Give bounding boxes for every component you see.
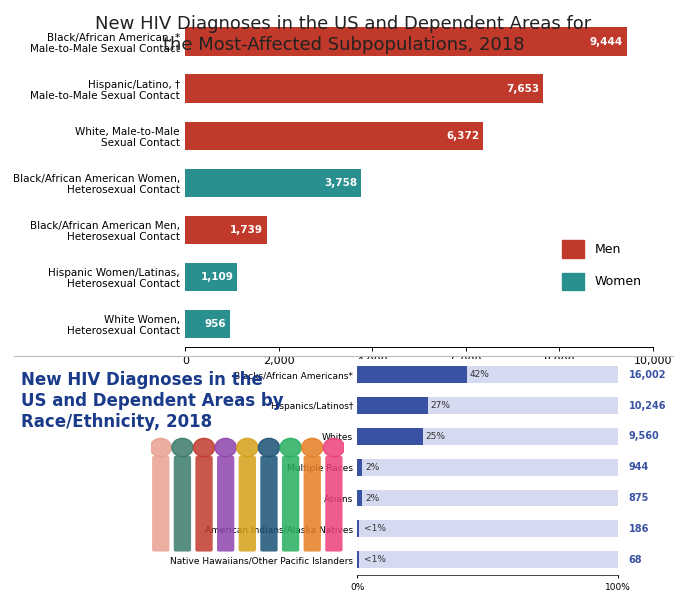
- Text: 2%: 2%: [365, 462, 380, 472]
- Text: 186: 186: [629, 524, 649, 534]
- Circle shape: [150, 438, 171, 457]
- Text: 9,560: 9,560: [629, 431, 660, 441]
- Bar: [357, 551, 359, 568]
- Bar: [185, 28, 627, 56]
- Text: New HIV Diagnoses in the US and Dependent Areas for
the Most-Affected Subpopulat: New HIV Diagnoses in the US and Dependen…: [95, 15, 592, 54]
- Text: 1,739: 1,739: [230, 225, 263, 235]
- FancyBboxPatch shape: [195, 456, 213, 552]
- Bar: [185, 310, 230, 338]
- Circle shape: [172, 438, 193, 457]
- Circle shape: [237, 438, 258, 457]
- Bar: [357, 428, 423, 445]
- Text: 875: 875: [629, 493, 649, 503]
- Text: 2%: 2%: [365, 494, 380, 503]
- Text: 42%: 42%: [470, 370, 490, 379]
- Text: 68: 68: [629, 555, 642, 565]
- Bar: [185, 216, 267, 244]
- FancyBboxPatch shape: [260, 456, 278, 552]
- Bar: [357, 459, 363, 476]
- Bar: [357, 551, 618, 568]
- Bar: [357, 489, 618, 507]
- Bar: [357, 397, 428, 414]
- Bar: [185, 263, 237, 291]
- Text: 27%: 27%: [431, 401, 451, 410]
- Bar: [357, 521, 618, 537]
- FancyBboxPatch shape: [217, 456, 234, 552]
- Text: 3,758: 3,758: [324, 178, 357, 187]
- FancyBboxPatch shape: [152, 456, 170, 552]
- FancyBboxPatch shape: [282, 456, 300, 552]
- Circle shape: [258, 438, 280, 457]
- Text: 9,444: 9,444: [589, 37, 623, 47]
- Text: 6,372: 6,372: [447, 131, 480, 141]
- FancyBboxPatch shape: [174, 456, 191, 552]
- Bar: [185, 74, 543, 102]
- Text: 956: 956: [205, 319, 227, 329]
- Text: 7,653: 7,653: [506, 84, 539, 93]
- Legend: Men, Women: Men, Women: [557, 235, 646, 295]
- Bar: [185, 122, 483, 150]
- Text: 16,002: 16,002: [629, 370, 666, 380]
- Text: <1%: <1%: [364, 524, 386, 533]
- Bar: [185, 168, 361, 197]
- Circle shape: [280, 438, 301, 457]
- Bar: [357, 367, 618, 383]
- Text: 1,109: 1,109: [201, 272, 234, 282]
- Bar: [357, 459, 618, 476]
- Circle shape: [302, 438, 323, 457]
- Circle shape: [215, 438, 236, 457]
- FancyBboxPatch shape: [238, 456, 256, 552]
- Text: New HIV Diagnoses in the
US and Dependent Areas by
Race/Ethnicity, 2018: New HIV Diagnoses in the US and Dependen…: [21, 371, 283, 431]
- FancyBboxPatch shape: [304, 456, 321, 552]
- Bar: [357, 521, 359, 537]
- FancyBboxPatch shape: [325, 456, 343, 552]
- Text: 10,246: 10,246: [629, 401, 666, 410]
- Bar: [357, 367, 467, 383]
- Bar: [357, 397, 618, 414]
- Bar: [357, 428, 618, 445]
- Circle shape: [194, 438, 214, 457]
- Text: 25%: 25%: [426, 432, 446, 441]
- Bar: [357, 489, 363, 507]
- Text: <1%: <1%: [364, 555, 386, 564]
- Circle shape: [324, 438, 344, 457]
- Text: 944: 944: [629, 462, 649, 472]
